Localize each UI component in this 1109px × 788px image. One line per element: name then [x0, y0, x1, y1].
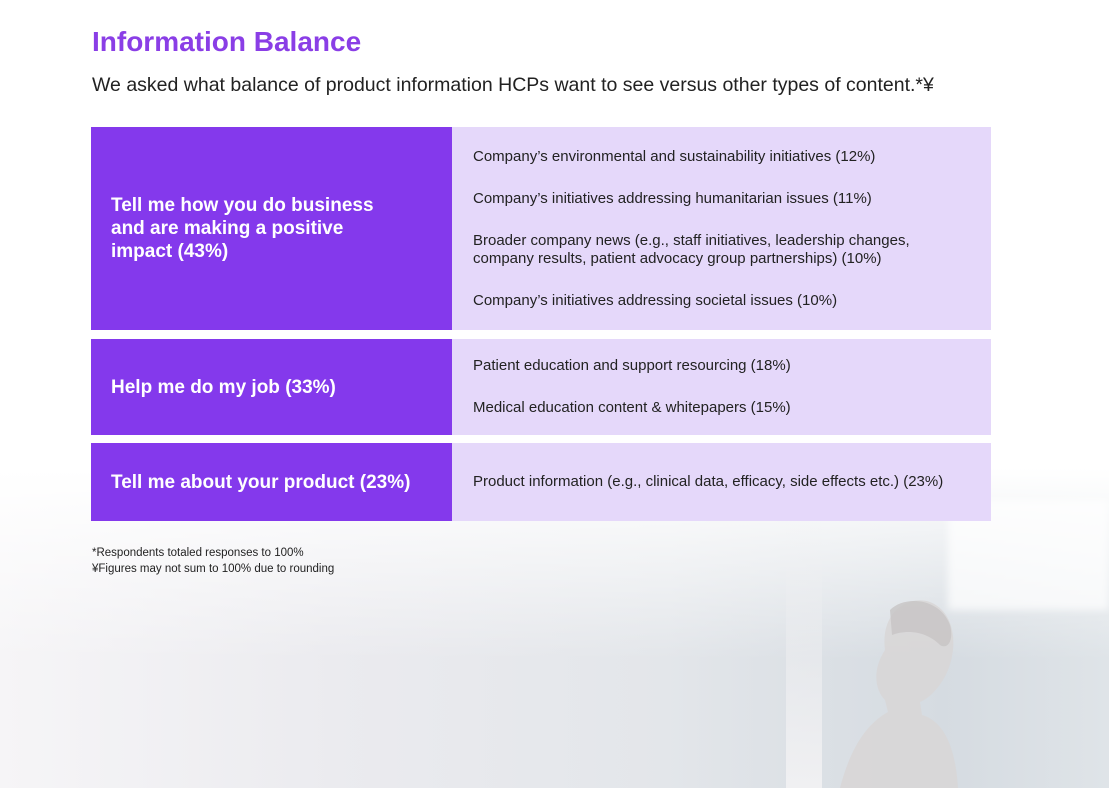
category-items: Patient education and support resourcing… — [452, 339, 991, 435]
item: Medical education content & whitepapers … — [473, 399, 791, 416]
category-items: Product information (e.g., clinical data… — [452, 443, 991, 521]
category-label: Help me do my job (33%) — [91, 339, 452, 435]
item: Company’s initiatives addressing humanit… — [473, 189, 872, 207]
item: Broader company news (e.g., staff initia… — [473, 231, 910, 267]
category-row: Tell me about your product (23%) Product… — [91, 443, 991, 521]
item: Company’s environmental and sustainabili… — [473, 147, 876, 165]
item: Product information (e.g., clinical data… — [473, 473, 944, 490]
category-items: Company’s environmental and sustainabili… — [452, 127, 991, 330]
page-subtitle: We asked what balance of product informa… — [92, 74, 934, 96]
category-row: Tell me how you do business and are maki… — [91, 127, 991, 330]
footnote: ¥Figures may not sum to 100% due to roun… — [92, 563, 335, 575]
category-label-text: Tell me how you do business and are maki… — [111, 195, 374, 262]
footnote: *Respondents totaled responses to 100% — [92, 547, 304, 559]
item: Company’s initiatives addressing societa… — [473, 291, 838, 309]
person-image — [840, 600, 958, 788]
category-row: Help me do my job (33%) Patient educatio… — [91, 339, 991, 435]
item: Patient education and support resourcing… — [473, 357, 791, 374]
footnotes: *Respondents totaled responses to 100% ¥… — [92, 545, 334, 577]
page-title: Information Balance — [92, 26, 362, 57]
category-label: Tell me how you do business and are maki… — [91, 127, 452, 330]
category-label: Tell me about your product (23%) — [91, 443, 452, 521]
window-pillar — [786, 520, 822, 788]
